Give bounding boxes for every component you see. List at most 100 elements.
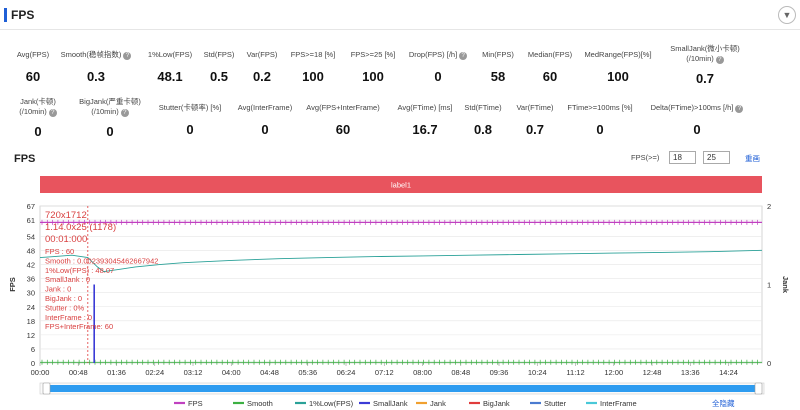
fps-limit-input-2[interactable]	[703, 151, 730, 164]
x-tick-label: 06:24	[337, 368, 356, 377]
metric-value: 0	[693, 122, 701, 137]
metric-r2-4: Avg(FPS+InterFrame) 60	[293, 103, 393, 137]
chart-title: FPS	[14, 153, 36, 165]
x-tick-label: 11:12	[566, 368, 584, 377]
metric-r1-3: Std(FPS) 0.5	[169, 50, 269, 84]
x-tick-label: 04:48	[260, 368, 279, 377]
metric-value: 0.2	[252, 69, 272, 84]
metric-value: 0	[596, 122, 604, 137]
metric-r2-5: Avg(FTime) [ms] 16.7	[375, 103, 475, 137]
help-icon[interactable]: ?	[120, 109, 129, 117]
legend-label: InterFrame	[600, 399, 637, 408]
tooltip-line: BigJank : 0	[45, 294, 82, 303]
tooltip-line: 00:01:000	[45, 234, 87, 245]
x-tick-label: 04:00	[222, 368, 241, 377]
metric-value: 0.7	[525, 122, 545, 137]
x-tick-label: 03:12	[184, 368, 203, 377]
x-tick-label: 05:36	[298, 368, 317, 377]
section-accent-bar	[4, 8, 7, 22]
metric-label-unit: (/10min)?	[655, 54, 755, 64]
metric-r2-0: Jank(卡顿) (/10min)? 0	[0, 97, 88, 139]
metric-label: FTime>=100ms [%]	[567, 103, 633, 112]
metric-value: 60	[335, 122, 351, 137]
metric-label-unit: (/10min)?	[0, 107, 88, 117]
metric-label: Smooth(稳帧指数)?	[46, 50, 146, 60]
legend-label: Jank	[430, 399, 446, 408]
tooltip-line: Stutter : 0%	[45, 303, 85, 312]
help-icon[interactable]: ?	[715, 56, 724, 64]
legend-label: Stutter	[544, 399, 567, 408]
y2-tick-label: 1	[767, 281, 771, 290]
metric-r1-4: Var(FPS) 0.2	[212, 50, 312, 84]
metric-label: 1%Low(FPS)	[147, 50, 193, 59]
tooltip-line: 720x1712	[45, 210, 87, 221]
time-range-handle-left[interactable]	[42, 382, 51, 395]
metric-r1-0: Avg(FPS) 60	[0, 50, 83, 84]
x-tick-label: 14:24	[719, 368, 738, 377]
metric-value: 0.7	[695, 71, 715, 86]
metric-label: Avg(FPS)	[16, 50, 50, 59]
metric-value: 100	[607, 69, 629, 84]
label-banner	[40, 176, 762, 193]
help-icon[interactable]: ?	[48, 109, 57, 117]
tooltip-line: FPS : 60	[45, 247, 74, 256]
metric-r2-2: Stutter(卡顿率) [%] 0	[140, 103, 240, 137]
time-range-handle-right[interactable]	[754, 382, 763, 395]
metric-value: 48.1	[157, 69, 183, 84]
tooltip-line: InterFrame : 0	[45, 313, 92, 322]
metric-label: Avg(FPS+InterFrame)	[306, 103, 380, 112]
metric-label: Drop(FPS) [/h]?	[388, 50, 488, 60]
x-tick-label: 08:48	[451, 368, 470, 377]
metric-label: Jank(卡顿)	[20, 97, 56, 106]
y-tick-label: 0	[31, 359, 35, 368]
fps-limit-input-1[interactable]	[669, 151, 696, 164]
tooltip-line: FPS+InterFrame: 60	[45, 322, 113, 331]
metric-r1-9: Median(FPS) 60	[500, 50, 600, 84]
metric-r1-11: SmallJank(微小卡顿) (/10min)? 0.7	[655, 44, 755, 86]
metric-label: MedRange(FPS)[%]	[584, 50, 652, 59]
metric-label: Std(FTime)	[464, 103, 502, 112]
y-tick-label: 61	[27, 216, 35, 225]
help-icon[interactable]: ?	[123, 52, 132, 60]
metric-r2-7: Var(FTime) 0.7	[485, 103, 585, 137]
metric-label: Delta(FTime)>100ms [/h]?	[647, 103, 747, 113]
metric-r1-8: Min(FPS) 58	[448, 50, 548, 84]
metric-value: 16.7	[412, 122, 438, 137]
metric-label: Avg(FTime) [ms]	[397, 103, 453, 112]
metric-r1-1: Smooth(稳帧指数)? 0.3	[46, 50, 146, 84]
y2-tick-label: 2	[767, 202, 771, 211]
x-tick-label: 10:24	[528, 368, 547, 377]
x-tick-label: 08:00	[413, 368, 432, 377]
redraw-button[interactable]: 重画	[745, 154, 760, 163]
metric-value: 0.5	[209, 69, 229, 84]
metric-value: 0	[261, 122, 269, 137]
x-tick-label: 02:24	[145, 368, 164, 377]
legend-label: BigJank	[483, 399, 510, 408]
series-line-1-low-fps-	[39, 249, 763, 273]
y-tick-label: 6	[31, 345, 35, 354]
y2-tick-label: 0	[767, 359, 771, 368]
metric-value: 58	[490, 69, 506, 84]
time-range-selection[interactable]	[49, 385, 755, 392]
metric-label: Stutter(卡顿率) [%]	[158, 103, 222, 112]
x-tick-label: 07:12	[375, 368, 394, 377]
metric-value: 0	[434, 69, 442, 84]
tooltip-line: 1%Low(FPS) : 48.07	[45, 266, 114, 275]
x-tick-label: 00:48	[69, 368, 88, 377]
y-tick-label: 36	[27, 275, 35, 284]
metric-r2-8: FTime>=100ms [%] 0	[550, 103, 650, 137]
legend-label: Smooth	[247, 399, 273, 408]
metric-label: Var(FPS)	[246, 50, 278, 59]
metric-label: FPS>=25 [%]	[350, 50, 396, 59]
y-tick-label: 48	[27, 247, 35, 256]
help-icon[interactable]: ?	[735, 105, 744, 113]
fps-limit-label: FPS(>=)	[631, 153, 660, 162]
metric-value: 100	[302, 69, 324, 84]
chevron-down-icon[interactable]: ▼	[778, 6, 796, 24]
y-tick-label: 54	[27, 232, 35, 241]
tooltip-line: 1.14.0x25 (1178)	[45, 222, 116, 233]
metric-value: 0.8	[473, 122, 493, 137]
metric-label: Avg(InterFrame)	[237, 103, 293, 112]
help-icon[interactable]: ?	[459, 52, 468, 60]
